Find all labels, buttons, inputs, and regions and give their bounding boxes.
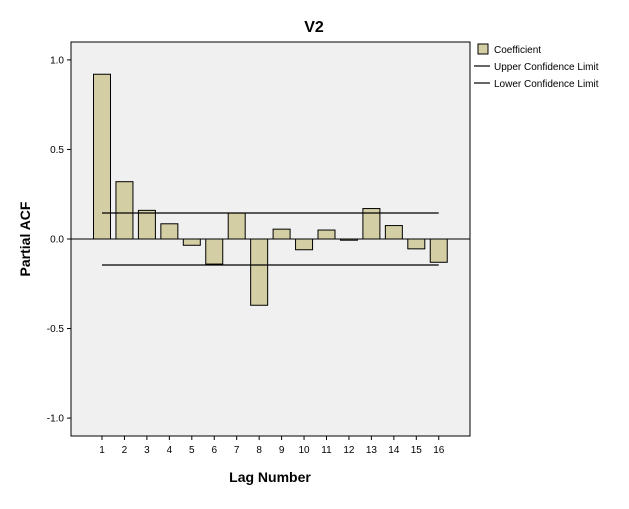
x-tick-label: 15 bbox=[411, 445, 423, 456]
bar-lag-9 bbox=[272, 228, 291, 240]
axes: -1.0-0.50.00.51.01 2 3 4 5 6 7 8 9 10 11 12 13 14 15 16 bbox=[47, 55, 445, 456]
bar-lag-2 bbox=[115, 181, 134, 240]
bar-lag-16 bbox=[429, 238, 448, 263]
bar-lag-14 bbox=[384, 225, 403, 240]
bar-lag-6 bbox=[205, 238, 224, 265]
x-tick-label: 2 bbox=[122, 445, 128, 456]
x-axis-title: Lag Number bbox=[229, 469, 311, 485]
bar-lag-4 bbox=[160, 223, 179, 240]
legend-label-upper: Upper Confidence Limit bbox=[494, 62, 599, 73]
y-tick-label: -1.0 bbox=[47, 414, 65, 425]
y-tick-label: -0.5 bbox=[47, 324, 65, 335]
legend: Coefficient Upper Confidence Limit Lower… bbox=[474, 43, 599, 90]
x-tick-label: 13 bbox=[366, 445, 378, 456]
x-tick-label: 7 bbox=[234, 445, 240, 456]
bar-lag-5 bbox=[182, 238, 201, 246]
x-tick-label: 14 bbox=[388, 445, 400, 456]
x-tick-label: 5 bbox=[189, 445, 195, 456]
y-tick-label: 1.0 bbox=[50, 55, 64, 66]
legend-swatch-coefficient bbox=[477, 43, 489, 55]
x-tick-label: 11 bbox=[321, 445, 332, 456]
x-tick-label: 12 bbox=[343, 445, 355, 456]
x-tick-label: 1 bbox=[99, 445, 105, 456]
bar-lag-8 bbox=[250, 238, 269, 306]
y-axis-title: Partial ACF bbox=[17, 201, 33, 276]
bar-lag-7 bbox=[227, 212, 246, 240]
x-tick-label: 8 bbox=[256, 445, 262, 456]
bars bbox=[93, 73, 448, 306]
x-tick-label: 16 bbox=[433, 445, 445, 456]
bar-lag-10 bbox=[295, 238, 314, 251]
x-tick-label: 9 bbox=[279, 445, 285, 456]
x-tick-label: 6 bbox=[211, 445, 217, 456]
bar-lag-1 bbox=[93, 73, 111, 240]
confidence-lines bbox=[71, 212, 470, 266]
bar-lag-15 bbox=[407, 238, 426, 250]
x-tick-label: 4 bbox=[167, 445, 173, 456]
legend-label-lower: Lower Confidence Limit bbox=[494, 79, 599, 90]
x-tick-label: 3 bbox=[144, 445, 150, 456]
chart-title: V2 bbox=[304, 19, 324, 36]
legend-label-coefficient: Coefficient bbox=[494, 45, 541, 56]
bar-lag-3 bbox=[137, 209, 156, 240]
bar-lag-11 bbox=[317, 229, 336, 240]
y-tick-label: 0.5 bbox=[50, 145, 64, 156]
y-tick-label: 0.0 bbox=[50, 235, 64, 246]
x-tick-label: 10 bbox=[298, 445, 310, 456]
